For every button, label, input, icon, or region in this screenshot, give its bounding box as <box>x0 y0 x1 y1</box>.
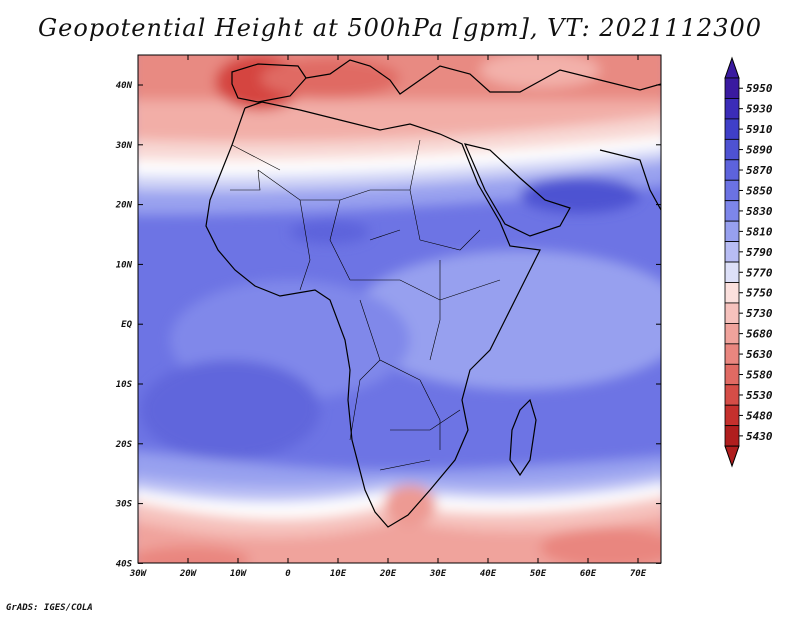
lat-label: 20S <box>115 440 133 450</box>
colorbar-bottom-arrow <box>724 445 740 468</box>
colorbar-swatch <box>724 77 740 99</box>
lon-label: 40E <box>480 569 497 579</box>
colorbar-swatch <box>724 404 740 427</box>
colorbar-swatch <box>724 200 740 222</box>
lat-label: 10S <box>116 380 133 390</box>
lon-label: 10E <box>330 569 347 579</box>
lat-label: 30S <box>115 500 133 510</box>
colorbar-label: 5630 <box>746 348 773 361</box>
colorbar-swatch <box>724 302 740 324</box>
colorbar-swatch <box>724 384 740 406</box>
colorbar-label: 5950 <box>746 82 773 95</box>
map-frame <box>137 54 662 564</box>
lon-label: 60E <box>580 569 597 579</box>
colorbar-label: 5430 <box>746 430 773 443</box>
map-title: Geopotential Height at 500hPa [gpm], VT:… <box>38 14 762 42</box>
colorbar-label: 5790 <box>746 246 773 259</box>
lon-label: 0 <box>285 569 291 579</box>
colorbar-swatch <box>724 343 740 365</box>
lat-label: 20N <box>115 201 133 211</box>
lon-label: 20E <box>379 569 397 579</box>
colorbar-swatch <box>724 179 740 202</box>
colorbar-label: 5810 <box>746 225 773 238</box>
colorbar-label: 5580 <box>746 369 773 382</box>
lon-label: 20W <box>179 569 198 579</box>
colorbar-label: 5480 <box>746 409 773 422</box>
colorbar-swatch <box>724 282 740 304</box>
colorbar-label: 5770 <box>746 266 773 279</box>
colorbar-swatch <box>724 159 740 181</box>
colorbar-label: 5530 <box>746 389 773 402</box>
colorbar: 5950 5930 5910 5890 5870 5850 5830 5810 5790 5770… <box>724 56 773 468</box>
lon-label: 30E <box>429 569 447 579</box>
colorbar-swatch <box>724 98 740 120</box>
lat-label: 40N <box>116 81 133 91</box>
colorbar-label: 5680 <box>746 328 773 341</box>
colorbar-label: 5850 <box>746 184 773 197</box>
lon-label: 70E <box>630 569 647 579</box>
country-borders <box>230 139 501 471</box>
lon-label: 10W <box>230 569 248 579</box>
lat-label: 30N <box>115 141 133 151</box>
colorbar-swatch <box>724 220 740 242</box>
colorbar-swatch <box>724 241 740 263</box>
colorbar-swatch <box>724 363 740 386</box>
colorbar-label: 5910 <box>746 123 773 136</box>
height-field <box>138 55 661 563</box>
colorbar-label: 5870 <box>746 164 773 177</box>
lon-label: 50E <box>530 569 547 579</box>
lat-label: EQ <box>121 320 132 330</box>
colorbar-label: 5830 <box>746 205 773 218</box>
grads-credit: GrADS: IGES/COLA <box>6 603 93 613</box>
colorbar-swatch <box>724 425 740 447</box>
colorbar-label: 5930 <box>746 103 773 116</box>
colorbar-label: 5730 <box>746 307 773 320</box>
coastlines <box>205 59 661 528</box>
colorbar-label: 5890 <box>746 144 773 157</box>
colorbar-swatch <box>724 261 740 283</box>
colorbar-top-arrow <box>724 56 740 79</box>
colorbar-swatch <box>724 322 740 345</box>
colorbar-label: 5750 <box>746 287 773 300</box>
lat-label: 10N <box>116 260 133 270</box>
lat-label: 40S <box>116 559 133 569</box>
colorbar-swatch <box>724 118 740 140</box>
colorbar-swatch <box>724 138 740 161</box>
lon-label: 30W <box>129 569 148 579</box>
